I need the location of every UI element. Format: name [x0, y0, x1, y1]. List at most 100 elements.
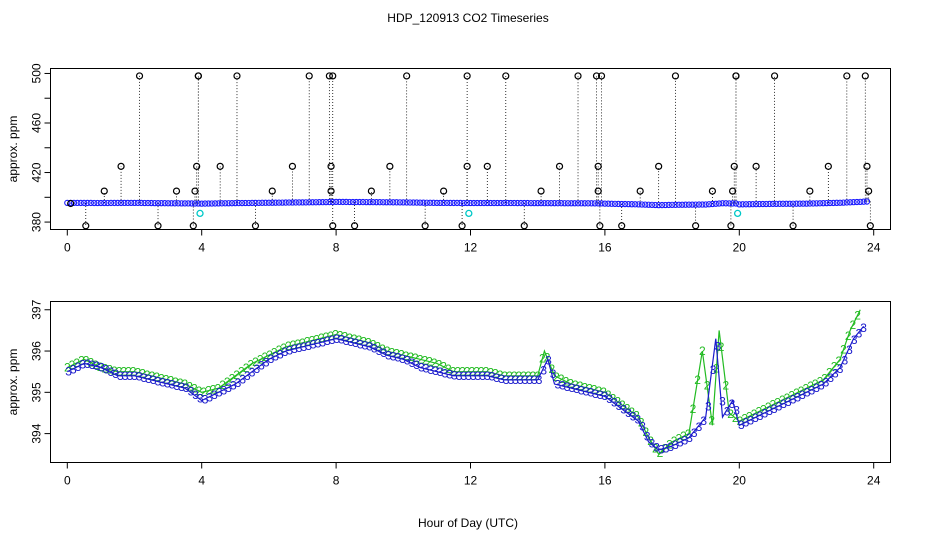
top-baseline-point — [178, 200, 185, 207]
top-baseline-point — [322, 198, 330, 206]
bottom-x-tick-label: 24 — [867, 474, 881, 488]
top-baseline-point — [611, 200, 619, 207]
top-baseline-point — [299, 199, 306, 206]
top-baseline-point — [581, 200, 588, 207]
series-3-marker: 3 — [823, 376, 830, 390]
series-3-marker: 3 — [428, 363, 435, 377]
series-3-marker: 3 — [677, 436, 684, 450]
series-3-marker: 3 — [263, 355, 270, 369]
top-baseline-point — [70, 199, 78, 207]
top-baseline-point — [816, 200, 824, 207]
series-2-marker: 2 — [544, 351, 551, 365]
series-3-marker: 3 — [206, 390, 213, 404]
top-baseline-point — [480, 199, 488, 207]
top-x-tick-label: 20 — [733, 241, 747, 255]
top-baseline-point — [285, 199, 293, 206]
series-3-marker: 3 — [794, 390, 801, 404]
series-2-marker: 2 — [356, 333, 363, 347]
bottom-x-tick-label: 8 — [333, 474, 340, 488]
series-3-marker: 3 — [545, 354, 552, 368]
bottom-panel: approx. ppm 2222222222222222222222222222… — [6, 299, 891, 488]
series-2-marker: 2 — [628, 405, 635, 419]
top-y-tick-label: 420 — [30, 162, 44, 182]
series-2-marker: 2 — [440, 360, 447, 374]
series-3-marker: 3 — [282, 345, 289, 359]
series-2-marker: 2 — [586, 382, 593, 396]
series-2-marker: 2 — [445, 362, 452, 376]
top-outlier-point — [403, 72, 411, 80]
series-3-marker: 3 — [653, 440, 660, 454]
top-outlier-point — [730, 162, 738, 170]
top-baseline-point — [138, 199, 145, 207]
top-baseline-point — [255, 199, 262, 207]
series-3-marker: 3 — [432, 364, 439, 378]
top-outlier-point — [655, 162, 663, 170]
top-baseline-point — [80, 199, 88, 207]
top-baseline-point — [259, 199, 266, 206]
series-3-marker: 3 — [672, 438, 679, 452]
series-3-marker: 3 — [498, 372, 505, 386]
top-baseline-point — [655, 201, 662, 209]
top-baseline-point — [853, 198, 861, 206]
series-3-marker: 3 — [79, 358, 86, 372]
top-baseline-point — [621, 200, 629, 208]
series-2-marker: 2 — [473, 365, 480, 379]
top-baseline-point — [810, 200, 817, 207]
series-3-marker: 3 — [371, 342, 378, 356]
top-outlier-point — [806, 187, 814, 195]
series-2-marker: 2 — [374, 340, 381, 354]
top-y-tick-label: 380 — [30, 212, 44, 232]
series-3-marker: 3 — [446, 367, 453, 381]
series-2-marker: 2 — [788, 388, 795, 402]
series-2-marker: 2 — [624, 402, 631, 416]
top-baseline-point — [645, 201, 652, 208]
series-2-marker: 2 — [817, 375, 824, 389]
series-2-marker: 2 — [111, 364, 118, 378]
series-2-marker: 2 — [591, 383, 598, 397]
top-baseline-point — [144, 199, 152, 207]
top-baseline-point — [158, 200, 165, 207]
top-baseline-point — [346, 198, 353, 206]
series-2-marker: 2 — [229, 371, 236, 385]
top-outlier-point — [67, 199, 75, 208]
series-2-marker: 2 — [73, 356, 80, 370]
series-2-marker: 2 — [191, 382, 198, 396]
series-2-marker: 2 — [751, 407, 758, 421]
top-baseline-point — [302, 199, 310, 206]
series-3-marker: 3 — [634, 413, 641, 427]
top-outlier-point — [671, 72, 680, 80]
top-baseline-point — [561, 200, 568, 207]
series-3-marker: 3 — [738, 418, 745, 432]
series-3-marker: 3 — [380, 346, 387, 360]
top-baseline-point — [154, 199, 162, 207]
top-baseline-point — [843, 199, 850, 206]
top-baseline-point — [564, 200, 572, 207]
series-3-marker: 3 — [620, 402, 627, 416]
top-baseline-point — [682, 201, 689, 208]
top-flagged-point — [465, 209, 473, 218]
top-baseline-point — [232, 199, 239, 207]
top-baseline-point — [813, 200, 820, 207]
top-baseline-point — [759, 200, 766, 208]
top-baseline-point — [134, 199, 142, 207]
top-baseline-point — [695, 201, 703, 208]
top-x-tick-label: 12 — [464, 241, 478, 255]
series-3-marker: 3 — [559, 379, 566, 393]
top-outlier-point — [594, 162, 602, 170]
series-2-marker: 2 — [643, 425, 650, 439]
series-2-marker: 2 — [139, 367, 146, 381]
series-3-marker: 3 — [682, 433, 689, 447]
top-y-tick-label: 500 — [30, 63, 44, 83]
series-2-marker: 2 — [407, 350, 414, 364]
top-outlier-point — [325, 72, 333, 80]
series-3-marker: 3 — [357, 337, 364, 351]
series-3-marker: 3 — [141, 371, 148, 385]
series-2-marker: 2 — [501, 369, 508, 383]
series-3-marker: 3 — [536, 373, 543, 387]
top-outlier-point — [692, 222, 700, 230]
top-baseline-point — [114, 199, 121, 207]
top-baseline-point — [783, 200, 790, 207]
series-3-marker: 3 — [540, 363, 547, 377]
top-x-tick-label: 0 — [64, 241, 71, 255]
series-3-marker: 3 — [837, 362, 844, 376]
